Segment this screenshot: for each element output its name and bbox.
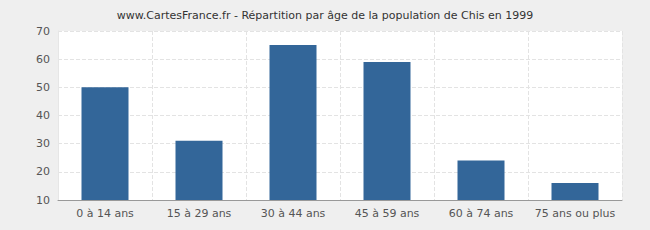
svg-text:75 ans ou plus: 75 ans ou plus — [535, 207, 616, 220]
svg-text:15 à 29 ans: 15 à 29 ans — [167, 207, 232, 220]
svg-text:30: 30 — [36, 137, 50, 150]
svg-text:60 à 74 ans: 60 à 74 ans — [449, 207, 514, 220]
svg-text:10: 10 — [36, 194, 50, 207]
svg-text:45 à 59 ans: 45 à 59 ans — [355, 207, 420, 220]
svg-text:www.CartesFrance.fr - Répartit: www.CartesFrance.fr - Répartition par âg… — [117, 9, 533, 22]
svg-text:40: 40 — [36, 109, 50, 122]
svg-text:20: 20 — [36, 165, 50, 178]
svg-text:0 à 14 ans: 0 à 14 ans — [76, 207, 134, 220]
svg-text:50: 50 — [36, 81, 50, 94]
svg-text:30 à 44 ans: 30 à 44 ans — [261, 207, 326, 220]
svg-text:70: 70 — [36, 25, 50, 38]
svg-text:60: 60 — [36, 53, 50, 66]
